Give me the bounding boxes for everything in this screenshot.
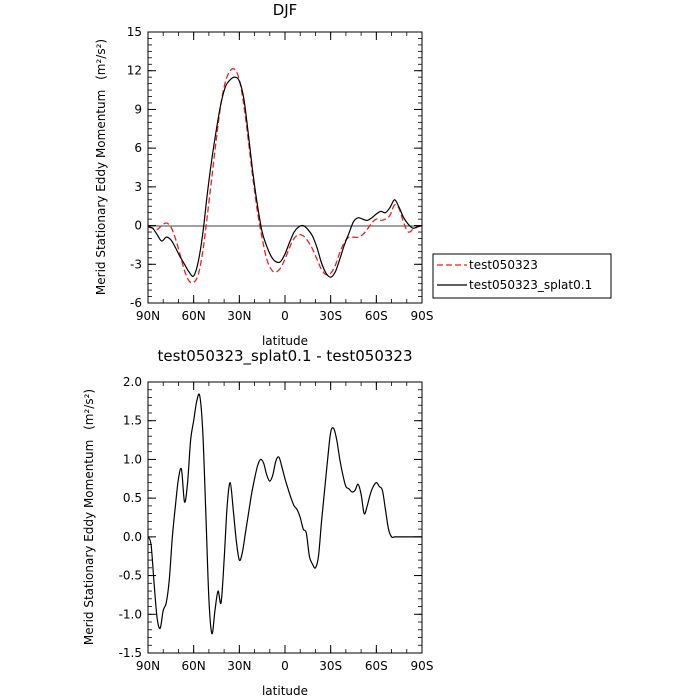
top-ylabel-units: (m²/s²) bbox=[94, 39, 108, 80]
top-ylabel-group: Merid Stationary Eddy Momentum (m²/s²) bbox=[94, 39, 108, 295]
top-legend: test050323 test050323_splat0.1 bbox=[432, 253, 612, 299]
bottom-y-tick-label: -0.5 bbox=[119, 569, 142, 583]
bottom-x-tick-label: 0 bbox=[281, 659, 289, 673]
bottom-x-tick-label: 90N bbox=[136, 659, 160, 673]
bottom-x-tick-label: 30S bbox=[319, 659, 342, 673]
svg-text:Merid Stationary Eddy Momentum: Merid Stationary Eddy Momentum (m²/s²) bbox=[82, 389, 96, 645]
top-y-tick-label: 6 bbox=[134, 141, 142, 155]
top-y-tick-label: 15 bbox=[127, 25, 142, 39]
top-y-tick-label: 3 bbox=[134, 180, 142, 194]
top-xlabel: latitude bbox=[262, 334, 308, 348]
bottom-axis-ticks: 90N 60N 30N 0 30S 60S 90S -1.5 -1.0 -0.5 0.0 0.5 1.0… bbox=[119, 375, 434, 673]
bottom-xlabel: latitude bbox=[262, 684, 308, 698]
top-y-tick-label: 0 bbox=[134, 219, 142, 233]
top-chart-title: DJF bbox=[273, 1, 298, 19]
top-x-tick-label: 30S bbox=[319, 309, 342, 323]
bottom-ylabel-units: (m²/s²) bbox=[82, 389, 96, 430]
bottom-ylabel-group: Merid Stationary Eddy Momentum (m²/s²) bbox=[82, 389, 96, 645]
bottom-y-tick-label: 0.0 bbox=[123, 530, 142, 544]
svg-text:Merid Stationary Eddy Momentum: Merid Stationary Eddy Momentum (m²/s²) bbox=[94, 39, 108, 295]
top-y-tick-label: 12 bbox=[127, 64, 142, 78]
bottom-x-tick-label: 60N bbox=[182, 659, 206, 673]
top-x-tick-label: 60N bbox=[182, 309, 206, 323]
legend-box bbox=[432, 253, 612, 299]
bottom-chart-title: test050323_splat0.1 - test050323 bbox=[157, 347, 412, 366]
top-x-tick-label: 30N bbox=[227, 309, 251, 323]
bottom-series-line-0 bbox=[147, 393, 422, 635]
bottom-y-tick-label: 1.5 bbox=[123, 414, 142, 428]
bottom-y-tick-label: 2.0 bbox=[123, 375, 142, 389]
bottom-y-tick-label: -1.5 bbox=[119, 646, 142, 660]
top-x-tick-label: 60S bbox=[365, 309, 388, 323]
bottom-chart: test050323_splat0.1 - test050323 90N 60N 3… bbox=[82, 347, 433, 698]
bottom-y-tick-label: -1.0 bbox=[119, 607, 142, 621]
top-y-tick-label: 9 bbox=[134, 102, 142, 116]
top-plot-frame bbox=[147, 31, 423, 304]
top-series-line-0 bbox=[147, 68, 423, 284]
top-ylabel: Merid Stationary Eddy Momentum bbox=[94, 90, 108, 295]
legend-label-0: test050323 bbox=[469, 258, 538, 272]
bottom-x-tick-label: 90S bbox=[411, 659, 434, 673]
top-axis-ticks: 90N 60N 30N 0 30S 60S 90S -6 -3 0 3 6 9 12 15 bbox=[127, 25, 434, 323]
bottom-plot-frame bbox=[147, 381, 423, 654]
bottom-y-tick-label: 1.0 bbox=[123, 452, 142, 466]
top-chart: DJF 90N 60N 30N 0 30S 60S 90S -6 -3 0 3 6 9 12 15 lati… bbox=[94, 1, 612, 348]
top-y-tick-label: -6 bbox=[130, 296, 142, 310]
top-y-tick-label: -3 bbox=[130, 257, 142, 271]
legend-label-1: test050323_splat0.1 bbox=[469, 278, 592, 292]
bottom-x-tick-label: 60S bbox=[365, 659, 388, 673]
top-x-tick-label: 90S bbox=[411, 309, 434, 323]
bottom-ylabel: Merid Stationary Eddy Momentum bbox=[82, 440, 96, 645]
top-x-tick-label: 0 bbox=[281, 309, 289, 323]
top-series-line-1 bbox=[147, 76, 423, 278]
top-x-tick-label: 90N bbox=[136, 309, 160, 323]
bottom-y-tick-label: 0.5 bbox=[123, 491, 142, 505]
bottom-x-tick-label: 30N bbox=[227, 659, 251, 673]
bottom-series-lines bbox=[147, 393, 422, 635]
top-series-lines bbox=[147, 68, 423, 284]
